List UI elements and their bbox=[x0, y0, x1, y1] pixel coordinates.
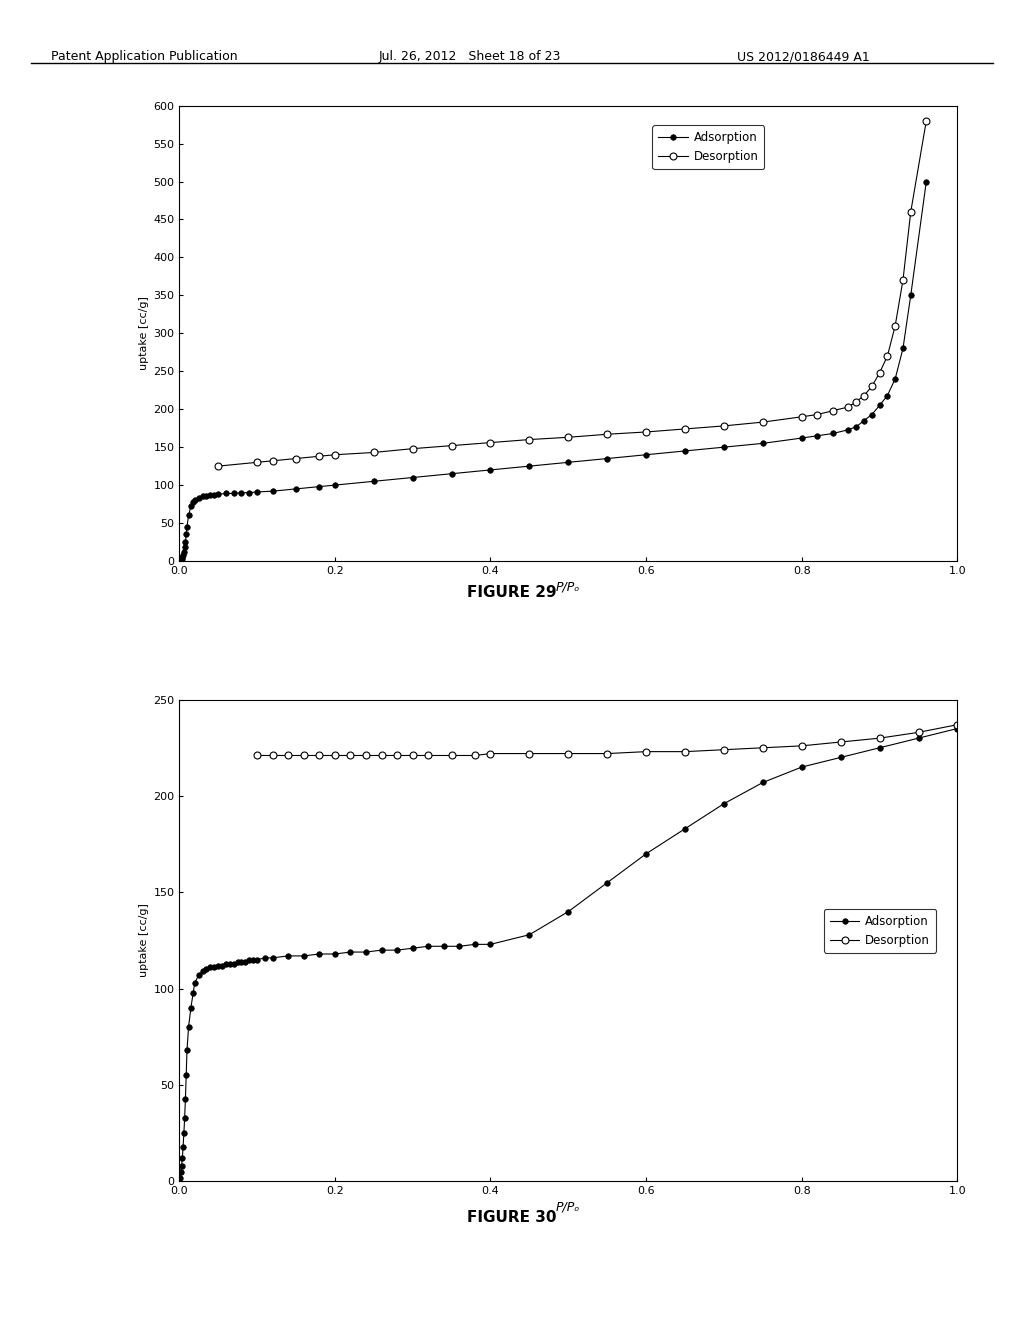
Desorption bbox=[562, 429, 574, 445]
Line: Desorption: Desorption bbox=[254, 721, 961, 759]
Adsorption bbox=[174, 1170, 186, 1185]
Desorption bbox=[368, 445, 380, 461]
Desorption bbox=[951, 717, 964, 733]
Desorption bbox=[469, 747, 481, 763]
Desorption bbox=[601, 426, 613, 442]
Desorption bbox=[640, 743, 652, 759]
Text: FIGURE 30: FIGURE 30 bbox=[467, 1210, 557, 1225]
Adsorption bbox=[796, 430, 808, 446]
Desorption bbox=[407, 747, 419, 763]
Desorption bbox=[679, 421, 691, 437]
Desorption bbox=[313, 449, 326, 465]
Text: FIGURE 29: FIGURE 29 bbox=[467, 585, 557, 599]
Adsorption bbox=[376, 942, 388, 958]
Desorption bbox=[889, 318, 901, 334]
Line: Adsorption: Adsorption bbox=[177, 726, 961, 1180]
Desorption bbox=[266, 747, 279, 763]
Adsorption bbox=[523, 458, 536, 474]
Text: Patent Application Publication: Patent Application Publication bbox=[51, 50, 238, 63]
Desorption bbox=[865, 379, 878, 395]
Adsorption bbox=[174, 553, 186, 569]
Adsorption bbox=[437, 939, 450, 954]
Desorption bbox=[329, 447, 341, 463]
Adsorption bbox=[873, 739, 886, 755]
Adsorption bbox=[407, 470, 419, 486]
Desorption bbox=[921, 114, 933, 129]
Adsorption bbox=[445, 466, 458, 482]
Desorption bbox=[523, 432, 536, 447]
Desorption bbox=[484, 434, 497, 450]
Line: Desorption: Desorption bbox=[215, 117, 930, 470]
Desorption bbox=[251, 747, 263, 763]
Desorption bbox=[290, 450, 302, 466]
Desorption bbox=[445, 747, 458, 763]
Desorption bbox=[757, 739, 769, 755]
Desorption bbox=[523, 746, 536, 762]
Desorption bbox=[422, 747, 434, 763]
Desorption bbox=[376, 747, 388, 763]
Y-axis label: uptake [cc/g]: uptake [cc/g] bbox=[139, 297, 150, 370]
Desorption bbox=[445, 438, 458, 454]
X-axis label: P/Pₒ: P/Pₒ bbox=[556, 1200, 581, 1213]
Legend: Adsorption, Desorption: Adsorption, Desorption bbox=[824, 909, 936, 953]
Adsorption bbox=[951, 721, 964, 737]
Adsorption bbox=[193, 490, 205, 506]
Desorption bbox=[718, 418, 730, 434]
Desorption bbox=[640, 424, 652, 440]
Line: Adsorption: Adsorption bbox=[177, 178, 929, 564]
Desorption bbox=[757, 414, 769, 430]
Desorption bbox=[796, 409, 808, 425]
Legend: Adsorption, Desorption: Adsorption, Desorption bbox=[652, 125, 765, 169]
Desorption bbox=[298, 747, 310, 763]
Desorption bbox=[904, 205, 916, 220]
Desorption bbox=[266, 453, 279, 469]
Desorption bbox=[858, 388, 870, 404]
Desorption bbox=[873, 730, 886, 746]
Desorption bbox=[407, 441, 419, 457]
Desorption bbox=[212, 458, 224, 474]
Desorption bbox=[484, 746, 497, 762]
Desorption bbox=[796, 738, 808, 754]
X-axis label: P/Pₒ: P/Pₒ bbox=[556, 579, 581, 593]
Desorption bbox=[329, 747, 341, 763]
Adsorption bbox=[921, 173, 933, 189]
Desorption bbox=[897, 272, 909, 288]
Y-axis label: uptake [cc/g]: uptake [cc/g] bbox=[139, 904, 150, 977]
Desorption bbox=[912, 725, 925, 741]
Desorption bbox=[679, 743, 691, 759]
Desorption bbox=[359, 747, 372, 763]
Desorption bbox=[601, 746, 613, 762]
Adsorption bbox=[601, 875, 613, 891]
Desorption bbox=[391, 747, 403, 763]
Desorption bbox=[562, 746, 574, 762]
Desorption bbox=[313, 747, 326, 763]
Adsorption bbox=[193, 968, 205, 983]
Desorption bbox=[882, 348, 894, 364]
Desorption bbox=[873, 364, 886, 380]
Text: Jul. 26, 2012   Sheet 18 of 23: Jul. 26, 2012 Sheet 18 of 23 bbox=[379, 50, 561, 63]
Adsorption bbox=[865, 407, 878, 422]
Adsorption bbox=[188, 975, 201, 991]
Desorption bbox=[282, 747, 294, 763]
Desorption bbox=[811, 407, 823, 422]
Desorption bbox=[826, 403, 839, 418]
Desorption bbox=[843, 399, 855, 414]
Text: US 2012/0186449 A1: US 2012/0186449 A1 bbox=[737, 50, 870, 63]
Desorption bbox=[251, 454, 263, 470]
Desorption bbox=[718, 742, 730, 758]
Desorption bbox=[850, 393, 862, 409]
Desorption bbox=[344, 747, 356, 763]
Desorption bbox=[835, 734, 847, 750]
